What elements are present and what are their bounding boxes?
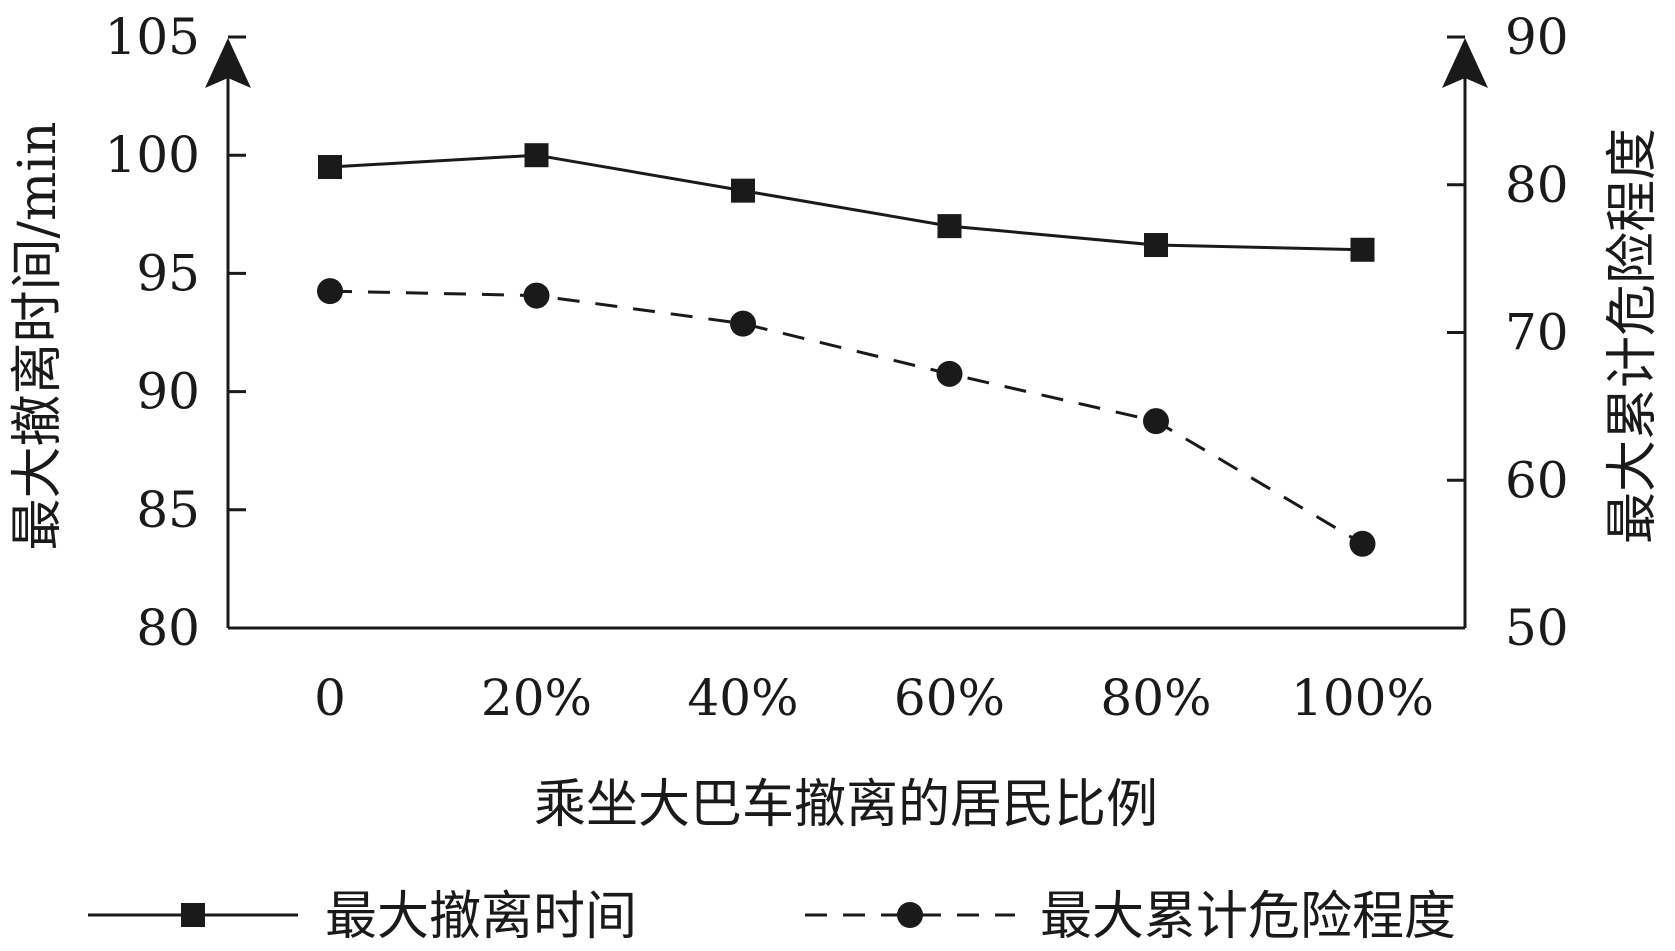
- data-point-circle: [936, 360, 963, 387]
- right-y-axis-title: 最大累计危险程度: [1603, 128, 1663, 544]
- x-tick-label: 40%: [687, 669, 798, 727]
- data-point-circle: [1349, 530, 1376, 557]
- x-tick-label: 0: [314, 669, 346, 727]
- left-y-tick-label: 100: [105, 126, 200, 184]
- plot-area: [205, 38, 1488, 630]
- data-point-square: [937, 214, 962, 239]
- left-y-tick-label: 105: [105, 8, 200, 66]
- x-tick-label: 60%: [894, 669, 1005, 727]
- series-line-1: [329, 153, 1363, 252]
- x-tick-label: 20%: [481, 669, 592, 727]
- right-y-tick-label: 80: [1505, 156, 1569, 214]
- x-axis-title: 乘坐大巴车撤离的居民比例: [534, 775, 1158, 835]
- x-tick-label: 100%: [1291, 669, 1434, 727]
- right-y-tick-label: 90: [1505, 8, 1569, 66]
- legend-label-series-1: 最大撤离时间: [325, 887, 637, 947]
- left-y-ticks: 80 85 90 95 100 105: [105, 8, 246, 657]
- left-y-tick-label: 95: [136, 244, 200, 302]
- data-point-square: [731, 178, 755, 203]
- data-point-circle: [317, 278, 343, 305]
- data-point-circle: [1143, 408, 1169, 435]
- data-point-square: [1144, 233, 1168, 258]
- data-point-square: [1350, 237, 1375, 262]
- left-y-tick-label: 85: [136, 481, 200, 539]
- legend-square-marker: [181, 903, 205, 927]
- data-point-circle: [730, 310, 756, 337]
- left-y-tick-label: 80: [136, 599, 200, 657]
- left-y-tick-label: 90: [136, 363, 200, 421]
- left-y-axis-title: 最大撤离时间/min: [8, 122, 68, 551]
- series-line-2: [329, 289, 1364, 546]
- data-point-square: [318, 155, 342, 180]
- right-y-axis-arrow: [1442, 38, 1488, 88]
- legend-label-series-2: 最大累计危险程度: [1040, 887, 1456, 947]
- right-y-tick-label: 50: [1505, 599, 1569, 657]
- right-y-tick-label: 60: [1505, 451, 1569, 509]
- x-tick-label: 80%: [1100, 669, 1211, 727]
- data-point-circle: [523, 282, 550, 309]
- x-ticks: 0 20% 40% 60% 80% 100%: [314, 669, 1434, 727]
- right-y-ticks: 50 60 70 80 90: [1447, 8, 1569, 657]
- left-y-axis-arrow: [205, 38, 251, 88]
- legend-item-series-2: 最大累计危险程度: [805, 887, 1456, 947]
- series-layer: [317, 143, 1376, 557]
- right-y-tick-label: 70: [1505, 304, 1569, 362]
- data-point-square: [524, 143, 549, 168]
- legend-item-series-1: 最大撤离时间: [88, 887, 637, 947]
- legend: 最大撤离时间 最大累计危险程度: [88, 887, 1456, 947]
- legend-circle-marker: [897, 902, 923, 928]
